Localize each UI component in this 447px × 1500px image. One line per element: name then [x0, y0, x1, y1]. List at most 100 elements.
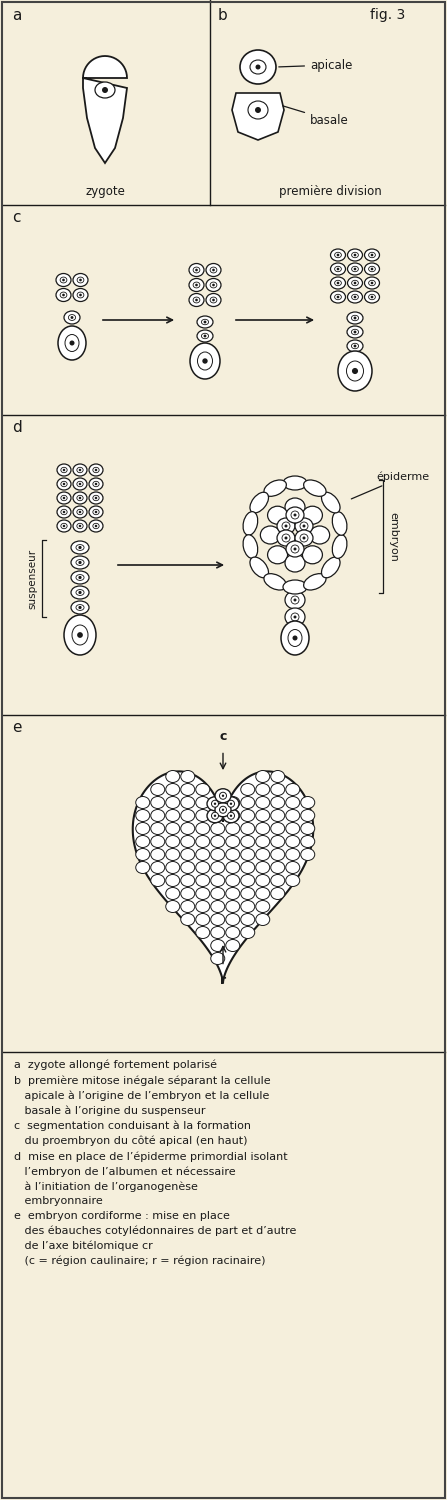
Ellipse shape: [303, 506, 322, 524]
Ellipse shape: [241, 914, 255, 926]
Ellipse shape: [304, 573, 326, 590]
Circle shape: [214, 802, 216, 806]
Ellipse shape: [71, 572, 89, 584]
Ellipse shape: [57, 506, 71, 518]
Ellipse shape: [73, 273, 88, 286]
Ellipse shape: [77, 510, 83, 515]
Ellipse shape: [291, 544, 299, 554]
Ellipse shape: [181, 900, 195, 912]
Ellipse shape: [219, 807, 227, 813]
Ellipse shape: [223, 808, 239, 822]
Ellipse shape: [93, 482, 99, 486]
Ellipse shape: [76, 560, 84, 566]
Ellipse shape: [189, 279, 204, 291]
Ellipse shape: [285, 554, 305, 572]
Ellipse shape: [181, 861, 195, 873]
Ellipse shape: [181, 888, 195, 900]
Ellipse shape: [256, 836, 270, 848]
Ellipse shape: [256, 810, 270, 822]
Circle shape: [79, 468, 81, 471]
Ellipse shape: [73, 288, 88, 302]
Text: suspenseur: suspenseur: [27, 549, 37, 609]
Circle shape: [354, 330, 356, 333]
Circle shape: [255, 106, 261, 112]
Ellipse shape: [351, 344, 358, 348]
Ellipse shape: [196, 888, 210, 900]
Ellipse shape: [93, 524, 99, 528]
Ellipse shape: [193, 282, 200, 288]
Ellipse shape: [288, 630, 302, 646]
Ellipse shape: [151, 836, 165, 848]
Ellipse shape: [282, 534, 290, 542]
Ellipse shape: [352, 267, 358, 272]
Ellipse shape: [193, 267, 200, 273]
Ellipse shape: [196, 796, 210, 808]
Ellipse shape: [271, 874, 285, 886]
Ellipse shape: [286, 822, 300, 834]
Ellipse shape: [241, 900, 255, 912]
Ellipse shape: [271, 822, 285, 834]
Text: e: e: [12, 720, 21, 735]
Ellipse shape: [77, 292, 84, 298]
Circle shape: [79, 483, 81, 486]
Ellipse shape: [241, 796, 255, 808]
Ellipse shape: [352, 280, 358, 285]
Ellipse shape: [352, 294, 358, 300]
Ellipse shape: [211, 939, 225, 951]
Ellipse shape: [264, 573, 287, 590]
Circle shape: [195, 284, 198, 286]
Circle shape: [371, 296, 373, 298]
Ellipse shape: [277, 518, 295, 534]
Ellipse shape: [197, 330, 213, 342]
Ellipse shape: [304, 480, 326, 496]
Ellipse shape: [347, 340, 363, 352]
Circle shape: [95, 483, 97, 486]
Circle shape: [337, 296, 339, 298]
Circle shape: [77, 632, 83, 638]
Ellipse shape: [241, 888, 255, 900]
Ellipse shape: [295, 518, 313, 534]
Circle shape: [78, 576, 82, 579]
Circle shape: [354, 316, 356, 320]
Ellipse shape: [215, 789, 231, 802]
Ellipse shape: [60, 278, 67, 284]
Ellipse shape: [243, 536, 258, 558]
Ellipse shape: [335, 252, 342, 258]
Ellipse shape: [181, 783, 195, 795]
Ellipse shape: [271, 796, 285, 808]
Ellipse shape: [286, 796, 300, 808]
Ellipse shape: [136, 822, 150, 834]
Circle shape: [69, 340, 75, 345]
Ellipse shape: [190, 344, 220, 380]
Ellipse shape: [286, 810, 300, 822]
Text: c: c: [12, 210, 21, 225]
PathPatch shape: [133, 771, 313, 982]
Ellipse shape: [321, 492, 340, 513]
Ellipse shape: [166, 783, 180, 795]
Ellipse shape: [93, 468, 99, 472]
Ellipse shape: [226, 836, 240, 848]
Ellipse shape: [286, 507, 304, 524]
Circle shape: [352, 368, 358, 374]
Circle shape: [212, 268, 215, 272]
Ellipse shape: [77, 278, 84, 284]
Ellipse shape: [211, 810, 225, 822]
Circle shape: [230, 802, 232, 806]
Text: b: b: [218, 8, 228, 22]
Circle shape: [214, 815, 216, 818]
Ellipse shape: [243, 512, 258, 536]
Ellipse shape: [166, 796, 180, 808]
Ellipse shape: [151, 783, 165, 795]
Circle shape: [202, 358, 208, 363]
Ellipse shape: [352, 252, 358, 258]
Ellipse shape: [271, 888, 285, 900]
Ellipse shape: [181, 810, 195, 822]
Ellipse shape: [151, 810, 165, 822]
Ellipse shape: [241, 836, 255, 848]
Ellipse shape: [65, 334, 79, 351]
Ellipse shape: [256, 874, 270, 886]
Ellipse shape: [347, 291, 363, 303]
Circle shape: [78, 591, 82, 594]
Ellipse shape: [181, 796, 195, 808]
Ellipse shape: [256, 822, 270, 834]
